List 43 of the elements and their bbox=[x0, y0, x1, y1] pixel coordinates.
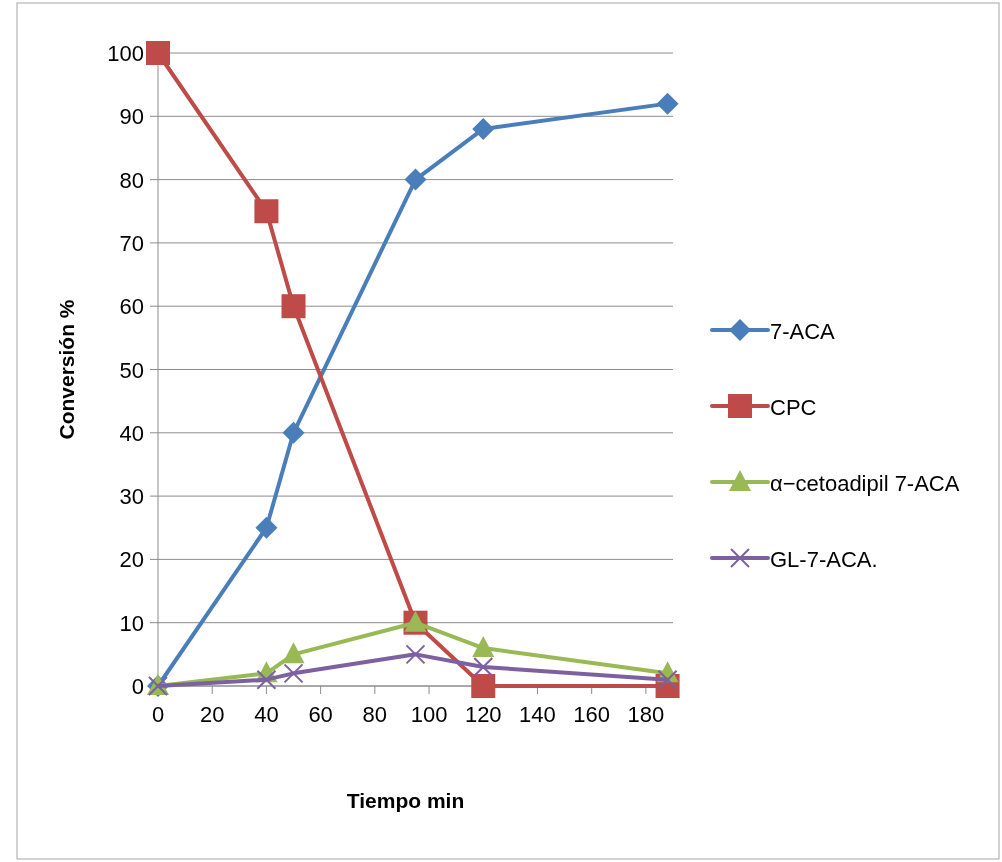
y-tick-label: 50 bbox=[119, 357, 144, 383]
x-tick-label: 60 bbox=[308, 702, 333, 727]
point bbox=[281, 294, 306, 319]
point bbox=[256, 669, 277, 690]
point bbox=[282, 421, 305, 444]
x-tick-label: 180 bbox=[627, 702, 665, 727]
point bbox=[473, 657, 494, 678]
x-tick-label: 40 bbox=[254, 702, 279, 727]
point bbox=[472, 636, 495, 658]
x-tick-label: 140 bbox=[519, 702, 556, 727]
legend-label: GL-7-ACA. bbox=[770, 547, 878, 572]
y-tick-label: 100 bbox=[107, 41, 144, 66]
y-tick-label: 20 bbox=[119, 547, 144, 573]
point bbox=[405, 644, 426, 665]
legend-label: CPC bbox=[770, 395, 817, 420]
point bbox=[656, 92, 679, 115]
point bbox=[282, 642, 305, 664]
y-tick-label: 0 bbox=[131, 674, 144, 699]
y-tick-label: 10 bbox=[119, 610, 144, 636]
legend-label: 7-ACA bbox=[770, 319, 836, 344]
x-tick-label: 0 bbox=[151, 702, 165, 727]
x-tick-label: 80 bbox=[362, 702, 388, 727]
y-tick-label: 70 bbox=[119, 230, 144, 256]
x-tick-label: 20 bbox=[199, 702, 225, 727]
point bbox=[471, 674, 496, 698]
y-tick-label: 80 bbox=[119, 167, 144, 193]
x-tick-label: 160 bbox=[573, 702, 611, 727]
y-tick-label: 60 bbox=[119, 294, 144, 320]
point bbox=[283, 663, 304, 684]
x-tick-label: 120 bbox=[464, 702, 502, 727]
y-tick-label: 30 bbox=[119, 484, 144, 510]
point bbox=[255, 516, 278, 539]
y-tick-label: 90 bbox=[119, 104, 144, 130]
point bbox=[472, 117, 495, 140]
x-tick-label: 100 bbox=[410, 702, 448, 727]
point bbox=[254, 199, 279, 224]
y-tick-label: 40 bbox=[119, 420, 144, 446]
x-axis-title: Tiempo min bbox=[346, 789, 465, 812]
legend-label: α−cetoadipil 7-ACA bbox=[770, 471, 960, 496]
point bbox=[657, 669, 678, 690]
point bbox=[146, 41, 170, 65]
point bbox=[404, 168, 427, 191]
y-axis-title: Conversión % bbox=[55, 299, 78, 440]
